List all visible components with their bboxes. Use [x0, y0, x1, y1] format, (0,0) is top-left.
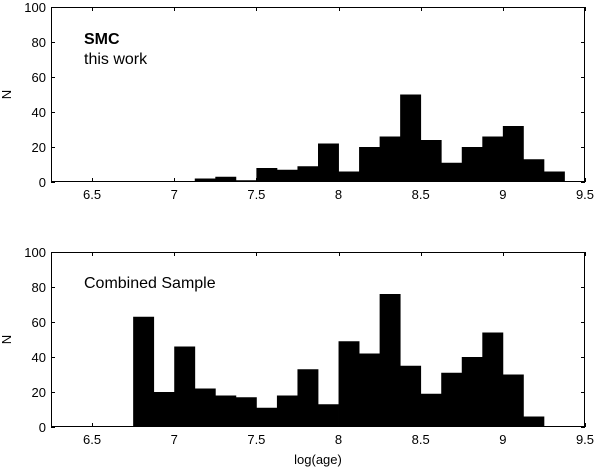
bar: [194, 388, 216, 427]
x-tick-label: 7: [171, 187, 178, 202]
ticks-smc: 6.5 7 7.5 8 8.5 9 9.5 0 20 40 60 80 100: [24, 0, 594, 202]
ylabel-combined: N: [0, 335, 14, 344]
bar: [523, 416, 545, 427]
bar: [338, 341, 360, 427]
bar: [338, 171, 360, 182]
annotation-smc-title: SMC: [84, 31, 120, 48]
xlabel-combined: log(age): [294, 452, 342, 467]
y-tick-label: 0: [39, 420, 46, 435]
bar: [400, 94, 422, 182]
y-tick-label: 40: [32, 350, 46, 365]
bar: [461, 357, 483, 427]
bar: [441, 372, 463, 427]
bar: [502, 126, 524, 182]
y-tick-label: 60: [32, 315, 46, 330]
y-tick-label: 20: [32, 140, 46, 155]
bar: [502, 374, 524, 427]
bar: [482, 332, 504, 427]
y-tick-label: 40: [32, 105, 46, 120]
bar: [318, 404, 339, 427]
panel-smc: 6.5 7 7.5 8 8.5 9 9.5 0 20 40 60 80 100 N SMC this w…: [0, 0, 594, 202]
bar: [523, 159, 545, 182]
x-tick-label: 9.5: [576, 432, 594, 447]
x-tick-label: 8: [335, 187, 342, 202]
bar: [276, 395, 298, 427]
bar: [174, 346, 196, 427]
bar: [441, 162, 463, 182]
bar: [235, 397, 257, 427]
bar: [482, 136, 504, 182]
bar: [359, 147, 381, 182]
y-tick-label: 100: [24, 245, 46, 260]
bar: [379, 294, 401, 427]
bars-smc: [194, 94, 565, 182]
x-tick-label: 8.5: [412, 432, 430, 447]
bar: [297, 369, 319, 427]
y-tick-label: 0: [39, 175, 46, 190]
x-tick-label: 6.5: [83, 187, 101, 202]
x-tick-label: 7: [171, 432, 178, 447]
bar: [297, 166, 319, 182]
x-tick-label: 7.5: [247, 187, 265, 202]
bar: [420, 140, 442, 182]
annotation-this-work: this work: [84, 51, 148, 68]
panel-combined: 6.5 7 7.5 8 8.5 9 9.5 0 20 40 60 80 100 N Combined S…: [0, 245, 594, 467]
bar: [359, 353, 381, 427]
bar: [276, 169, 298, 182]
bar: [461, 147, 483, 182]
bar: [400, 365, 422, 427]
y-tick-label: 20: [32, 385, 46, 400]
x-tick-label: 8: [335, 432, 342, 447]
bar: [318, 143, 339, 182]
bar: [379, 136, 401, 182]
bar: [215, 176, 237, 182]
bar: [256, 407, 278, 427]
x-tick-label: 8.5: [412, 187, 430, 202]
bar: [420, 393, 442, 427]
y-tick-label: 80: [32, 280, 46, 295]
y-tick-label: 80: [32, 35, 46, 50]
y-tick-label: 100: [24, 0, 46, 15]
bar: [215, 395, 237, 427]
axes-frame-combined: [51, 252, 585, 427]
ylabel-smc: N: [0, 90, 14, 99]
x-tick-label: 9: [499, 432, 506, 447]
axes-frame-smc: [51, 7, 585, 182]
bar: [543, 171, 565, 182]
x-tick-label: 9: [499, 187, 506, 202]
bar: [194, 178, 216, 182]
x-tick-label: 6.5: [83, 432, 101, 447]
annotation-combined-sample: Combined Sample: [84, 275, 216, 292]
y-tick-label: 60: [32, 70, 46, 85]
bar: [153, 392, 175, 427]
x-tick-label: 7.5: [247, 432, 265, 447]
bar: [256, 168, 278, 182]
x-tick-label: 9.5: [576, 187, 594, 202]
ticks-combined: 6.5 7 7.5 8 8.5 9 9.5 0 20 40 60 80 100: [24, 245, 594, 447]
bar: [133, 316, 155, 427]
bars-combined: [133, 294, 545, 427]
